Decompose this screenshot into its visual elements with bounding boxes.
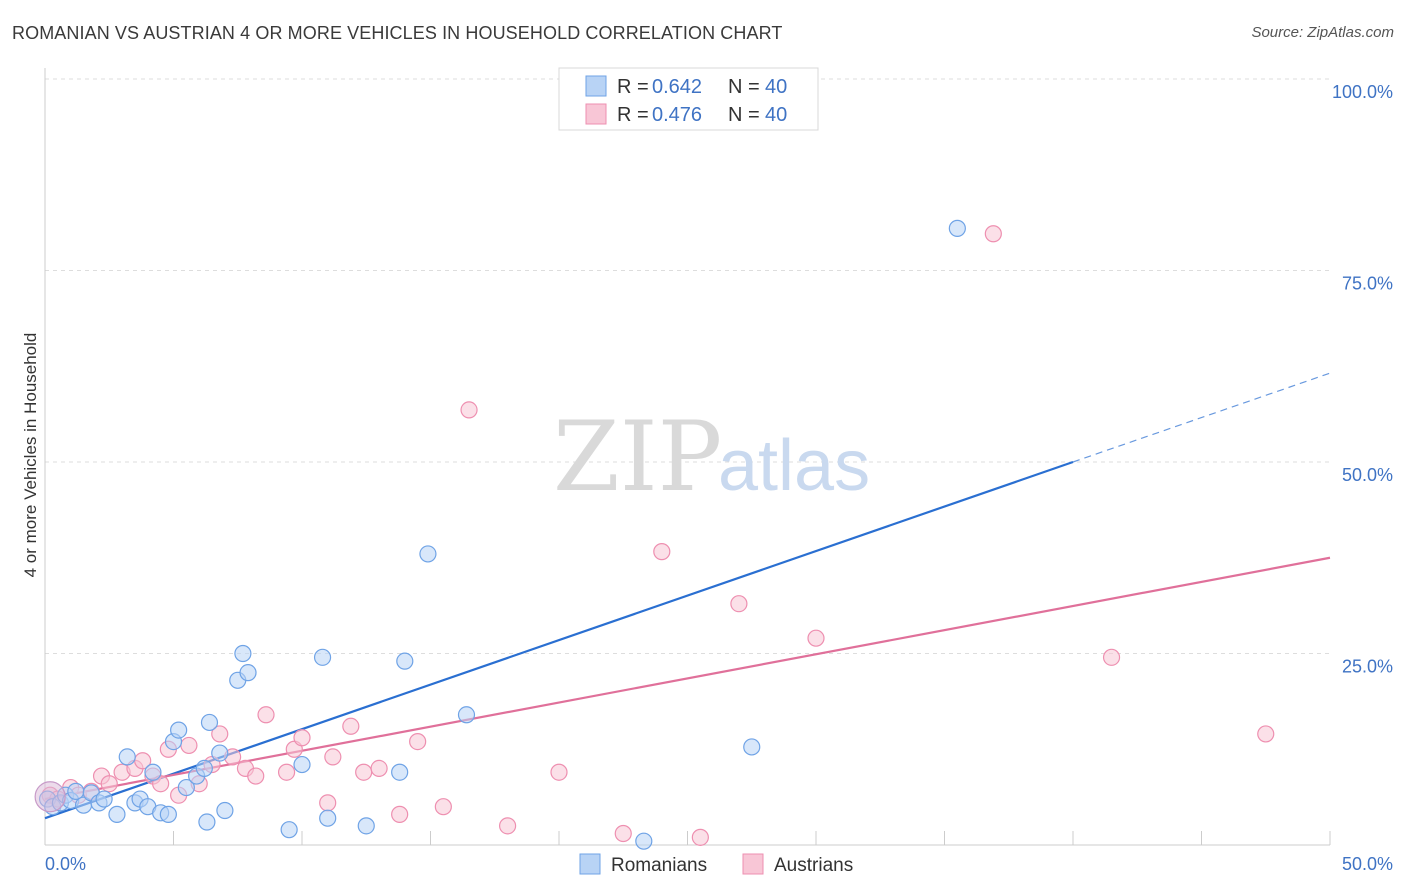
romanians-point [177,778,195,797]
austrians-point [211,725,229,743]
watermark-zip: ZIP [553,401,722,513]
austrians-point [614,824,632,843]
legend-n-label: N = [728,76,760,98]
romanians-point [159,805,177,823]
romanians-point [200,713,219,732]
romanians-point [948,219,966,237]
austrians-point [984,225,1002,243]
chart-source: Source: ZipAtlas.com [1251,24,1394,41]
austrians-point [370,759,388,778]
legend-r-label: R = [617,76,649,98]
austrians-bottom-legend-swatch [742,853,764,875]
romanians-point [419,545,437,563]
overlap-cluster-point [34,781,66,813]
austrians-point [319,794,337,812]
austrians-point [409,732,427,751]
romanians-point [313,648,332,666]
austrians-point [730,595,748,613]
austrians-point [324,748,342,766]
legend-n-value: 40 [765,76,787,98]
romanians-point [635,832,653,850]
austrians-point [391,805,409,823]
austrians-point [247,767,265,785]
austrians-point [460,401,478,419]
y-tick-label: 75.0% [1342,274,1393,294]
austrians-bottom-legend-label: Austrians [774,855,853,876]
top-legend: R = 0.642 N = 40 R = 0.476 N = 40 [558,67,819,131]
y-tick-label: 100.0% [1332,82,1393,102]
romanians-point [170,721,188,739]
austrians-point [1102,648,1121,666]
grid-layer [45,78,1330,654]
romanians-point [108,805,126,823]
romanians-point [391,763,409,781]
austrians-point [293,729,311,747]
y-tick-label: 50.0% [1342,465,1393,485]
romanians-point [118,748,136,766]
legend-r-label: R = [617,104,649,126]
austrians-point [807,629,825,647]
legend-r-value: 0.476 [652,104,702,126]
romanians-point [280,821,298,839]
romanians-point [195,759,213,778]
x-tick-label: 0.0% [45,854,86,874]
austrians-point [653,543,671,561]
austrians-point [499,817,517,835]
romanians-point [198,813,216,831]
austrians-point [180,736,198,755]
legend-n-label: N = [728,104,760,126]
romanians-trend-extension [1072,372,1331,463]
austrians-point [277,763,296,781]
watermark: ZIP atlas [553,401,870,513]
romanians-point [144,763,162,781]
austrians-point [342,717,360,735]
austrians-point [434,798,452,816]
austrians-legend-swatch [585,103,607,125]
x-tick-label: 50.0% [1342,854,1393,874]
romanians-point [234,644,252,663]
romanians-bottom-legend-label: Romanians [611,855,707,876]
legend-r-value: 0.642 [652,76,702,98]
austrians-point [355,763,373,781]
axis-layer: 25.0% 50.0% 75.0% 100.0% 0.0% 50.0% [44,68,1393,874]
bottom-legend: Romanians Austrians [579,853,853,876]
romanians-point [216,801,234,820]
austrians-point [1257,725,1275,743]
romanians-point [239,664,257,682]
romanians-legend-swatch [585,75,607,97]
austrians-point [550,763,568,781]
y-tick-label: 25.0% [1342,657,1393,677]
romanians-bottom-legend-swatch [579,853,601,875]
romanians-point [211,744,229,762]
romanians-point [95,790,113,808]
austrians-point [100,775,118,793]
watermark-atlas: atlas [718,426,870,506]
romanians-point [293,755,311,774]
romanians-point [743,738,761,756]
chart-title: ROMANIAN VS AUSTRIAN 4 OR MORE VEHICLES … [12,23,783,43]
austrians-point [257,706,275,724]
austrians-trend-line [44,556,1331,801]
austrians-point [691,828,709,846]
y-axis-label: 4 or more Vehicles in Household [21,333,40,578]
romanians-point [396,652,414,670]
legend-n-value: 40 [765,104,787,126]
romanians-point [357,817,375,835]
romanians-point [319,809,337,827]
romanians-point [457,706,476,724]
points-layer [34,219,1275,850]
